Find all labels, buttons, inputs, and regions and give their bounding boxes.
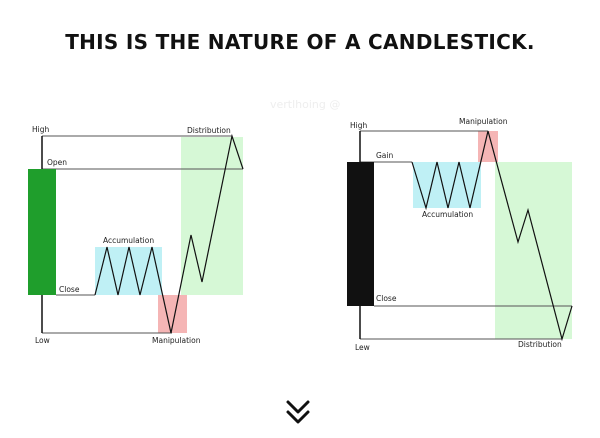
bearish-candle xyxy=(347,162,374,306)
label-high: High xyxy=(32,125,49,134)
watermark: vertlhoing @ xyxy=(270,98,340,111)
label-low: Lew xyxy=(355,343,370,352)
right-diagram: High Manipulation Gain Accumulation Clos… xyxy=(347,117,573,352)
page-title: THIS IS THE NATURE OF A CANDLESTICK. xyxy=(65,30,535,54)
label-close: Close xyxy=(59,285,80,294)
distribution-zone xyxy=(495,162,572,339)
label-manipulation: Manipulation xyxy=(152,336,201,345)
label-high: High xyxy=(350,121,367,130)
distribution-zone xyxy=(181,137,243,295)
label-gain: Gain xyxy=(376,151,393,160)
bullish-candle xyxy=(28,169,56,295)
label-accumulation: Accumulation xyxy=(103,236,154,245)
label-accumulation: Accumulation xyxy=(422,210,473,219)
label-distribution: Distribution xyxy=(518,340,562,349)
double-chevron-down-icon[interactable] xyxy=(286,400,310,424)
price-path xyxy=(411,130,573,342)
label-distribution: Distribution xyxy=(187,126,231,135)
left-diagram: High Open Distribution Accumulation Clos… xyxy=(28,125,244,345)
label-manipulation: Manipulation xyxy=(459,117,508,126)
label-close: Close xyxy=(376,294,397,303)
label-low: Low xyxy=(35,336,50,345)
accumulation-zone xyxy=(413,162,481,208)
accumulation-zone xyxy=(95,247,162,295)
price-path xyxy=(94,133,244,334)
label-open: Open xyxy=(47,158,67,167)
